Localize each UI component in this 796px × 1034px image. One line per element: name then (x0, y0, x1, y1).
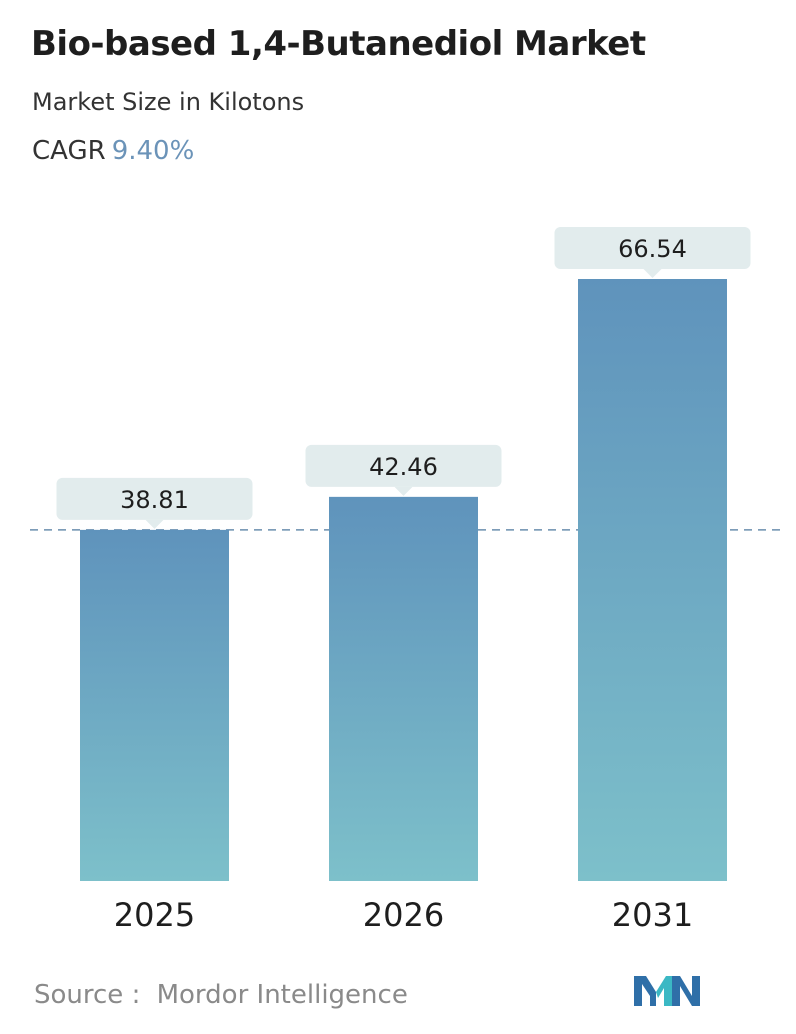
chart-title: Bio-based 1,4-Butanediol Market (31, 24, 646, 64)
value-label-box (305, 444, 502, 487)
chart-subtitle: Market Size in Kilotons (32, 88, 305, 116)
category-label: 2026 (363, 896, 444, 934)
data-label: 66.54 (618, 235, 687, 263)
bar-2031 (578, 279, 727, 881)
value-label-pointer (394, 486, 413, 496)
source-name: Mordor Intelligence (156, 980, 408, 1010)
value-label-box (554, 227, 751, 269)
data-label: 38.81 (120, 486, 189, 514)
bar-2025 (80, 529, 229, 881)
value-label-pointer (643, 269, 662, 278)
category-label: 2025 (114, 896, 195, 934)
source-label: Source : (34, 980, 141, 1010)
mordor-intelligence-logo-icon (634, 976, 700, 1006)
data-label: 42.46 (369, 453, 438, 481)
cagr-label: CAGR (32, 136, 106, 166)
source-line: Source : Mordor Intelligence (34, 980, 408, 1010)
category-label: 2031 (612, 896, 693, 934)
bar-2026 (329, 496, 478, 881)
value-label-pointer (145, 519, 164, 529)
cagr-line: CAGR 9.40% (32, 136, 194, 166)
cagr-value: 9.40% (111, 136, 195, 166)
value-label-box (56, 477, 253, 520)
bar-chart: 38.81 2025 42.46 2026 66.54 2031 (30, 227, 782, 934)
